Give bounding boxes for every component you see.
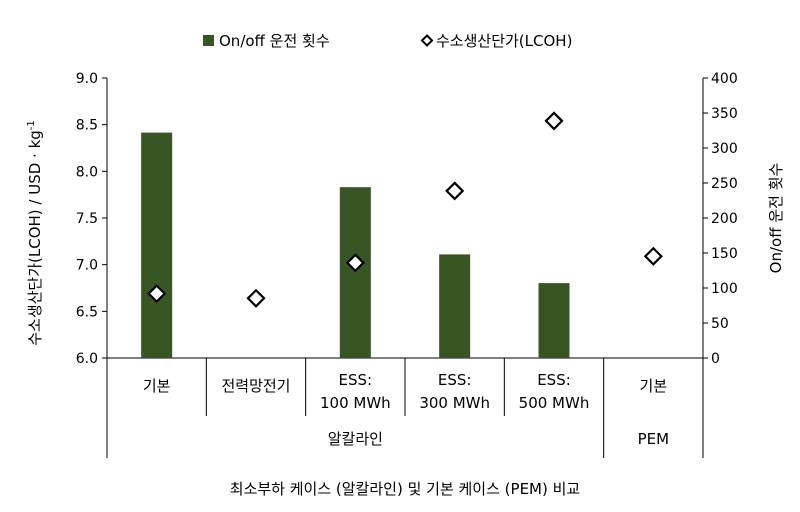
y-right-tick-label: 300	[711, 141, 738, 157]
points	[147, 111, 663, 308]
category-label: 기본	[640, 377, 668, 395]
y-right-tick-label: 250	[711, 176, 738, 192]
y-left-tick-label: 7.0	[76, 258, 98, 274]
y-left-tick-label: 6.0	[76, 351, 98, 367]
point-lcoh	[643, 246, 663, 266]
bar-onoff-count	[439, 254, 471, 358]
point-lcoh	[147, 284, 167, 304]
y-left-tick-label: 8.5	[76, 118, 98, 134]
y-right-tick-label: 350	[711, 106, 738, 122]
category-label-line: ESS:	[438, 371, 472, 389]
y-right-tick-label: 0	[711, 351, 720, 367]
legend-label-bar: On/off 운전 횟수	[219, 32, 330, 50]
y-left-tick-label: 9.0	[76, 71, 98, 87]
y-right-tick-label: 400	[711, 71, 738, 87]
legend-label-diamond: 수소생산단가(LCOH)	[436, 32, 572, 50]
y-right-tick-label: 200	[711, 211, 738, 227]
y-axis-left-title: 수소생산단가(LCOH) / USD · kg-1	[26, 120, 44, 346]
y-right-tick-label: 100	[711, 281, 738, 297]
x-axis-title: 최소부하 케이스 (알칼라인) 및 기본 케이스 (PEM) 비교	[230, 480, 580, 498]
bars	[141, 132, 570, 358]
group-label: 알칼라인	[328, 430, 383, 448]
y-left-tick-label: 8.0	[76, 164, 98, 180]
y-left-tick-label: 7.5	[76, 211, 98, 227]
category-label: ESS: 300 MWh	[419, 371, 490, 412]
group-label: PEM	[638, 430, 669, 448]
axes: 6.0 6.5 7.0 7.5 8.0 8.5 9.0 0 50 100 150 200 250 300 3…	[76, 71, 738, 458]
point-lcoh	[246, 288, 266, 308]
category-label: ESS: 100 MWh	[320, 371, 391, 412]
point-lcoh	[345, 253, 365, 273]
y-axis-right-title: On/off 운전 횟수	[767, 163, 785, 274]
y-axis-left-title-main: 수소생산단가(LCOH) / USD · kg	[26, 130, 44, 346]
legend-swatch-bar	[203, 35, 214, 46]
point-lcoh	[445, 181, 465, 201]
legend: On/off 운전 횟수 수소생산단가(LCOH)	[203, 32, 572, 50]
category-label-line: 500 MWh	[519, 394, 590, 412]
bar-onoff-count	[339, 187, 371, 358]
category-label-line: 300 MWh	[419, 394, 490, 412]
y-right-tick-label: 50	[711, 316, 729, 332]
y-right-tick-label: 150	[711, 246, 738, 262]
category-label-line: 100 MWh	[320, 394, 391, 412]
category-label: 기본	[143, 377, 171, 395]
category-label-line: ESS:	[339, 371, 373, 389]
category-label: 전력망전기	[221, 377, 290, 395]
point-lcoh	[544, 111, 564, 131]
category-label-line: ESS:	[537, 371, 571, 389]
legend-swatch-diamond	[420, 34, 434, 47]
y-left-tick-label: 6.5	[76, 304, 98, 320]
y-axis-left-title-sup: -1	[26, 120, 37, 130]
bar-onoff-count	[538, 283, 570, 358]
labels: 기본 전력망전기 ESS: 100 MWh ESS: 300 MWh ESS: 500 MWh…	[26, 120, 785, 498]
bar-onoff-count	[141, 132, 173, 358]
category-label: ESS: 500 MWh	[519, 371, 590, 412]
